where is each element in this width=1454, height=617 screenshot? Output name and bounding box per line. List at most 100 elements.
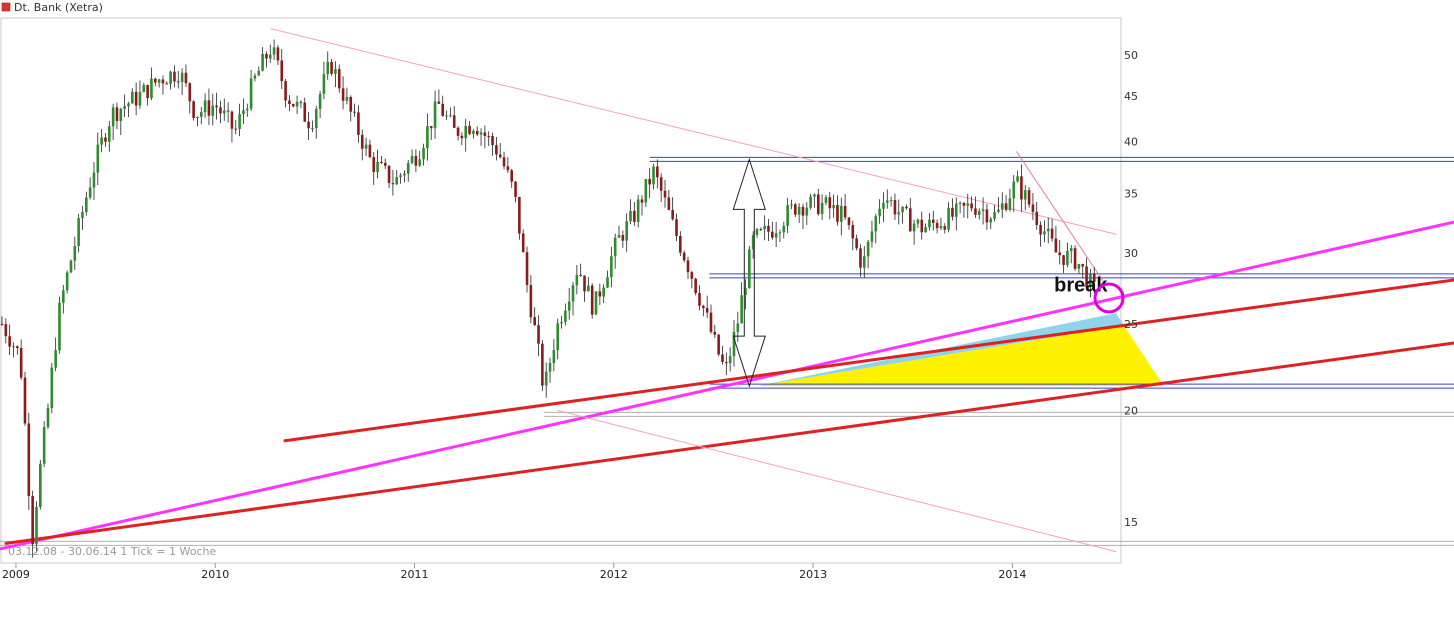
candle-body <box>119 108 123 121</box>
candle-body <box>257 70 261 76</box>
candle-body <box>993 211 996 219</box>
candle-body <box>866 241 870 257</box>
candle-body <box>679 235 682 253</box>
candle-body <box>249 78 253 109</box>
candle-body <box>307 121 310 129</box>
candle-body <box>1089 273 1092 288</box>
candle-body <box>621 234 625 241</box>
candle-body <box>552 350 556 363</box>
candle-body <box>625 221 628 241</box>
candle-body <box>594 291 598 315</box>
candle-body <box>690 272 694 279</box>
candle-body <box>330 61 333 74</box>
candle-body <box>1016 176 1019 182</box>
candle-body <box>610 256 613 278</box>
candle-body <box>245 108 249 111</box>
candle-body <box>751 235 755 250</box>
y-tick-label: 15 <box>1124 516 1138 529</box>
candle-body <box>617 234 621 238</box>
candle-body <box>1058 252 1062 256</box>
candle-body <box>403 173 406 176</box>
candle-body <box>77 218 80 246</box>
candle-body <box>391 183 395 185</box>
candle-body <box>46 407 50 427</box>
chart-info: 03.12.08 - 30.06.14 1 Tick = 1 Woche <box>8 545 216 558</box>
candle-body <box>981 209 985 212</box>
candle-body <box>410 156 414 163</box>
candle-body <box>349 96 353 112</box>
candle-body <box>567 301 571 311</box>
candle-body <box>169 71 172 84</box>
candle-body <box>694 278 697 294</box>
candle-body <box>376 161 379 172</box>
candle-body <box>215 105 218 108</box>
candle-body <box>728 356 732 364</box>
candle-body <box>943 226 947 230</box>
candle-body <box>755 229 759 236</box>
candle-body <box>874 216 878 232</box>
candle-body <box>142 85 146 92</box>
candle-body <box>951 207 954 217</box>
candle-body <box>732 331 736 357</box>
candle-body <box>533 317 536 326</box>
candle-body <box>184 72 188 84</box>
candle-body <box>1008 198 1012 210</box>
candle-body <box>437 101 441 104</box>
candle-body <box>456 127 460 136</box>
candle-body <box>341 88 345 101</box>
candle-body <box>583 275 586 292</box>
candle-body <box>851 225 855 239</box>
candle-body <box>748 249 751 289</box>
candle-body <box>652 166 655 185</box>
candle-body <box>977 211 981 215</box>
candle-body <box>518 196 521 234</box>
candle-body <box>824 197 828 203</box>
candle-body <box>12 346 15 348</box>
candle-body <box>966 203 970 206</box>
candle-body <box>406 162 410 174</box>
x-tick-label: 2010 <box>201 568 229 581</box>
pattern-fill <box>757 325 1164 387</box>
candle-body <box>897 212 901 215</box>
candle-body <box>767 225 770 232</box>
candle-body <box>483 132 487 136</box>
candle-body <box>203 100 207 113</box>
candle-body <box>58 302 61 351</box>
candle-body <box>27 423 31 497</box>
candle-body <box>54 350 57 368</box>
candle-body <box>62 290 65 303</box>
candle-body <box>636 199 640 222</box>
candle-body <box>629 210 632 222</box>
candle-body <box>353 111 356 113</box>
candle-body <box>472 130 475 134</box>
candle-body <box>1077 264 1081 269</box>
candle-body <box>387 165 391 184</box>
candle-body <box>491 135 494 146</box>
candle-body <box>1066 251 1069 265</box>
candle-body <box>571 285 575 302</box>
candle-body <box>954 203 958 217</box>
candle-body <box>104 137 107 142</box>
candle-body <box>433 101 437 129</box>
candle-body <box>475 130 479 135</box>
candle-body <box>740 295 743 324</box>
candle-body <box>859 248 862 268</box>
candle-body <box>219 107 222 114</box>
candle-body <box>544 371 548 386</box>
candle-body <box>797 206 801 215</box>
x-axis: 2009 2010 2011 2012 2013 2014 <box>2 563 1026 581</box>
candle-body <box>590 285 594 315</box>
candle-body <box>357 112 360 135</box>
trendline <box>283 278 1454 443</box>
candle-body <box>1012 181 1016 199</box>
candle-body <box>644 178 648 203</box>
candle-body <box>1000 203 1004 210</box>
candle-body <box>165 83 169 85</box>
candle-body <box>935 222 939 229</box>
candle-body <box>291 103 295 107</box>
candle-body <box>108 126 111 142</box>
candle-body <box>989 218 993 223</box>
candle-body <box>81 211 84 219</box>
candle-body <box>931 219 935 223</box>
candle-body <box>395 177 399 185</box>
